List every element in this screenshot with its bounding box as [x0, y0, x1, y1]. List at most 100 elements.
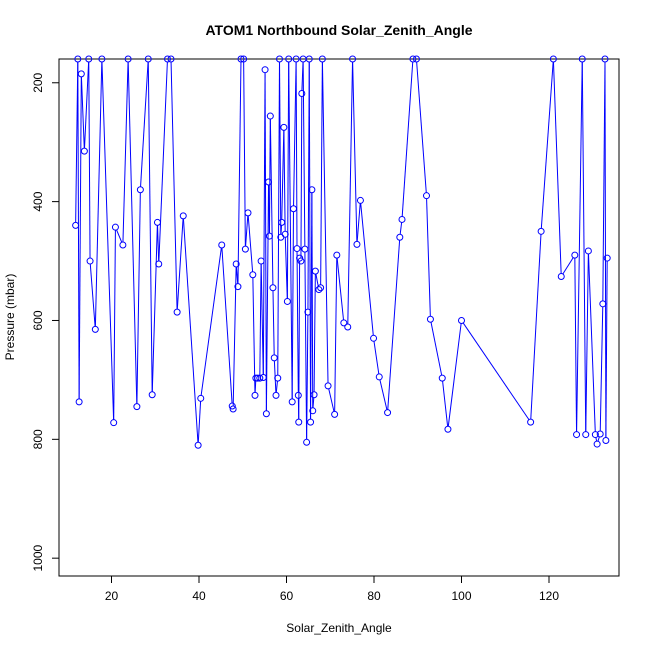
series-segment — [280, 225, 283, 235]
data-point — [80, 147, 88, 155]
series-segment — [157, 225, 160, 262]
data-point — [527, 418, 535, 426]
data-point — [412, 55, 420, 63]
data-point — [596, 430, 604, 438]
x-tick-label: 60 — [280, 589, 294, 603]
data-point — [384, 409, 392, 417]
series-segment — [321, 61, 329, 383]
series-segment — [416, 61, 427, 193]
series-segment — [295, 61, 298, 246]
data-point — [119, 241, 127, 249]
series-segment — [247, 215, 254, 272]
data-point — [573, 431, 581, 439]
series-segment — [311, 192, 314, 408]
data-point — [292, 55, 300, 63]
data-point — [549, 55, 557, 63]
chart-title: ATOM1 Northbound Solar_Zenith_Angle — [205, 22, 472, 38]
data-point — [251, 391, 259, 399]
data-point — [423, 192, 430, 200]
data-point — [571, 251, 579, 259]
data-point — [591, 431, 599, 439]
data-point — [315, 286, 323, 294]
series-segment — [252, 277, 256, 393]
series-segment — [277, 61, 280, 376]
series-segment — [296, 251, 299, 393]
series-segment — [221, 247, 233, 404]
data-point — [426, 315, 434, 323]
data-point — [301, 245, 309, 253]
series-segment — [243, 61, 246, 247]
data-point — [603, 254, 611, 262]
data-point — [303, 438, 311, 446]
x-tick-label: 20 — [105, 589, 119, 603]
series-segment — [401, 61, 414, 217]
series-segment — [147, 61, 153, 392]
series-segment — [312, 397, 315, 408]
data-point — [72, 221, 80, 229]
series-segment — [360, 203, 374, 336]
data-point — [153, 218, 161, 226]
series-segment — [313, 274, 316, 392]
data-point — [331, 410, 339, 418]
data-point — [244, 209, 252, 217]
series-segment — [599, 306, 604, 431]
series-segment — [94, 61, 103, 327]
x-tick-label: 40 — [192, 589, 206, 603]
data-point — [285, 55, 293, 63]
data-point — [266, 112, 274, 120]
series-segment — [308, 61, 312, 420]
data-point — [349, 55, 357, 63]
series-segment — [387, 240, 401, 410]
series-segment — [306, 315, 309, 440]
data-point — [232, 260, 240, 268]
data-point — [309, 407, 317, 415]
data-point — [98, 55, 106, 63]
data-point — [148, 391, 156, 399]
data-point — [353, 240, 361, 248]
series-segment — [293, 61, 297, 206]
x-axis-label: Solar_Zenith_Angle — [286, 621, 392, 635]
series-segment — [259, 264, 262, 376]
data-point — [274, 374, 282, 382]
series-segment — [587, 253, 596, 432]
series-segment — [84, 61, 90, 149]
series-segment — [581, 61, 587, 432]
data-point — [458, 316, 465, 324]
data-point — [261, 66, 269, 74]
series-segment — [298, 261, 301, 420]
series-segment — [265, 185, 270, 411]
series-segment — [176, 218, 184, 310]
data-point — [375, 373, 383, 381]
data-point — [77, 70, 85, 78]
data-point — [270, 354, 278, 362]
data-point — [85, 55, 93, 63]
series-segment — [140, 61, 149, 187]
data-point — [304, 308, 312, 316]
data-point — [74, 55, 82, 63]
y-tick-label: 800 — [31, 429, 45, 449]
series-segment — [89, 263, 96, 327]
series-segment — [334, 258, 338, 412]
data-point — [164, 55, 171, 63]
x-axis: 20 40 60 80 100 120 — [105, 576, 559, 603]
series-segment — [356, 203, 361, 242]
data-point — [396, 233, 404, 241]
data-point — [293, 245, 301, 253]
series-segment — [237, 61, 242, 284]
series-segment — [442, 381, 449, 427]
data-point — [179, 212, 187, 220]
data-point — [333, 251, 341, 259]
series-segment — [232, 267, 237, 407]
series-segment — [328, 388, 335, 412]
data-point — [265, 178, 273, 186]
data-point — [133, 403, 141, 411]
data-point — [281, 230, 289, 238]
data-point — [370, 334, 378, 342]
data-point — [228, 402, 236, 410]
series-segment — [605, 261, 608, 438]
data-point — [240, 55, 248, 63]
data-point — [111, 223, 119, 231]
series-segment — [399, 222, 403, 235]
data-point — [582, 431, 590, 439]
data-point — [269, 284, 277, 292]
